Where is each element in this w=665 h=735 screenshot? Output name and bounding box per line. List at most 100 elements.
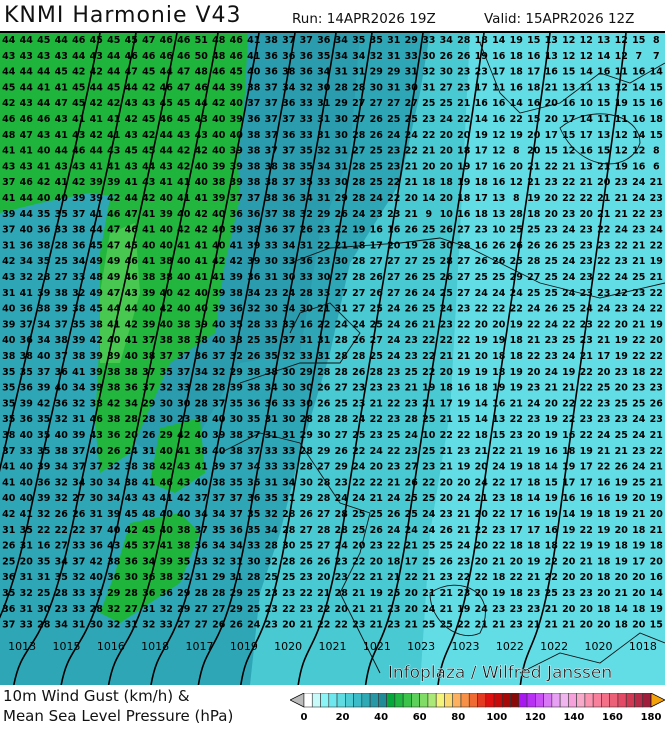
- gust-value: 38: [37, 304, 51, 315]
- gust-value: 20: [632, 493, 646, 504]
- gust-value: 42: [195, 209, 208, 220]
- isobar-label: 1018: [141, 640, 169, 653]
- gust-value: 14: [562, 509, 576, 520]
- gust-value: 39: [90, 383, 103, 394]
- gust-value: 42: [195, 225, 208, 236]
- gust-value: 23: [597, 288, 610, 299]
- gust-value: 28: [195, 383, 209, 394]
- gust-value: 19: [475, 335, 488, 346]
- gust-value: 41: [195, 462, 208, 473]
- gust-value: 36: [317, 35, 331, 46]
- gust-value: 21: [405, 161, 418, 172]
- gust-value: 24: [387, 351, 401, 362]
- gust-value: 27: [352, 98, 365, 109]
- gust-value: 45: [2, 82, 15, 93]
- gust-value: 37: [160, 351, 173, 362]
- gust-value: 21: [475, 493, 488, 504]
- gust-value: 25: [632, 477, 645, 488]
- gust-value: 25: [545, 588, 558, 599]
- gust-value: 40: [20, 493, 34, 504]
- gust-value: 22: [492, 541, 505, 552]
- gust-value: 20: [370, 462, 384, 473]
- gust-value: 23: [650, 193, 663, 204]
- gust-value: 40: [107, 525, 121, 536]
- gust-value: 49: [107, 272, 120, 283]
- gust-value: 37: [195, 525, 208, 536]
- gust-value: 28: [527, 256, 541, 267]
- gust-value: 41: [37, 82, 50, 93]
- gust-value: 30: [335, 114, 349, 125]
- isobar-label: 1023: [452, 640, 480, 653]
- gust-value: 39: [107, 177, 120, 188]
- gust-value: 42: [90, 67, 103, 78]
- gust-value: 37: [282, 35, 295, 46]
- gust-value: 22: [422, 335, 435, 346]
- gust-value: 31: [20, 541, 33, 552]
- gust-value: 24: [632, 304, 646, 315]
- isobar-label: 1022: [496, 640, 524, 653]
- gust-value: 35: [247, 525, 260, 536]
- gust-value: 31: [230, 572, 243, 583]
- gust-value: 42: [125, 114, 138, 125]
- gust-value: 45: [142, 67, 155, 78]
- gust-value: 31: [387, 35, 400, 46]
- gust-value: 27: [405, 98, 418, 109]
- gust-value: 25: [632, 272, 645, 283]
- gust-value: 22: [527, 319, 540, 330]
- gust-value: 25: [632, 398, 645, 409]
- gust-value: 17: [562, 477, 575, 488]
- gust-value: 23: [387, 161, 400, 172]
- gust-value: 24: [440, 114, 454, 125]
- gust-value: 18: [387, 556, 401, 567]
- gust-value: 11: [597, 114, 610, 125]
- gust-value: 25: [422, 256, 435, 267]
- gust-value: 20: [562, 572, 576, 583]
- gust-value: 22: [282, 604, 295, 615]
- gust-value: 21: [580, 556, 593, 567]
- gust-value: 22: [37, 525, 50, 536]
- gust-value: 33: [230, 335, 243, 346]
- gust-value: 24: [632, 177, 646, 188]
- gust-value: 31: [387, 82, 400, 93]
- gust-value: 20: [545, 114, 559, 125]
- gust-value: 19: [615, 161, 628, 172]
- gust-value: 31: [142, 604, 155, 615]
- gust-value: 23: [650, 209, 663, 220]
- gust-value: 26: [440, 556, 454, 567]
- gust-value: 30: [300, 398, 314, 409]
- gust-value: 25: [335, 398, 348, 409]
- gust-value: 25: [370, 146, 383, 157]
- gust-value: 39: [90, 367, 103, 378]
- gust-value: 44: [20, 209, 34, 220]
- gust-value: 27: [387, 272, 400, 283]
- gust-value: 46: [72, 35, 86, 46]
- gust-value: 18: [510, 351, 524, 362]
- gust-value: 38: [107, 414, 121, 425]
- gust-value: 39: [2, 319, 15, 330]
- gust-value: 23: [405, 446, 418, 457]
- gust-value: 29: [335, 193, 348, 204]
- gust-value: 40: [212, 240, 226, 251]
- gust-value: 26: [317, 556, 331, 567]
- gust-value: 39: [230, 82, 243, 93]
- gust-value: 14: [545, 462, 559, 473]
- gust-value: 41: [90, 114, 103, 125]
- gust-value: 21: [597, 446, 610, 457]
- colorbar-swatch: [526, 693, 536, 708]
- gust-value: 44: [2, 35, 16, 46]
- gust-value: 24: [387, 130, 401, 141]
- isobar-label: 1021: [363, 640, 391, 653]
- gust-value: 21: [422, 572, 435, 583]
- gust-value: 25: [55, 256, 68, 267]
- gust-value: 28: [282, 509, 296, 520]
- gust-value: 17: [580, 462, 593, 473]
- gust-value: 35: [55, 209, 68, 220]
- gust-value: 23: [317, 256, 330, 267]
- gust-value: 36: [107, 430, 121, 441]
- gust-value: 38: [160, 335, 174, 346]
- gust-value: 18: [352, 240, 366, 251]
- gust-value: 38: [90, 398, 104, 409]
- gust-value: 17: [475, 193, 488, 204]
- gust-value: 39: [72, 335, 85, 346]
- gust-value: 18: [527, 541, 541, 552]
